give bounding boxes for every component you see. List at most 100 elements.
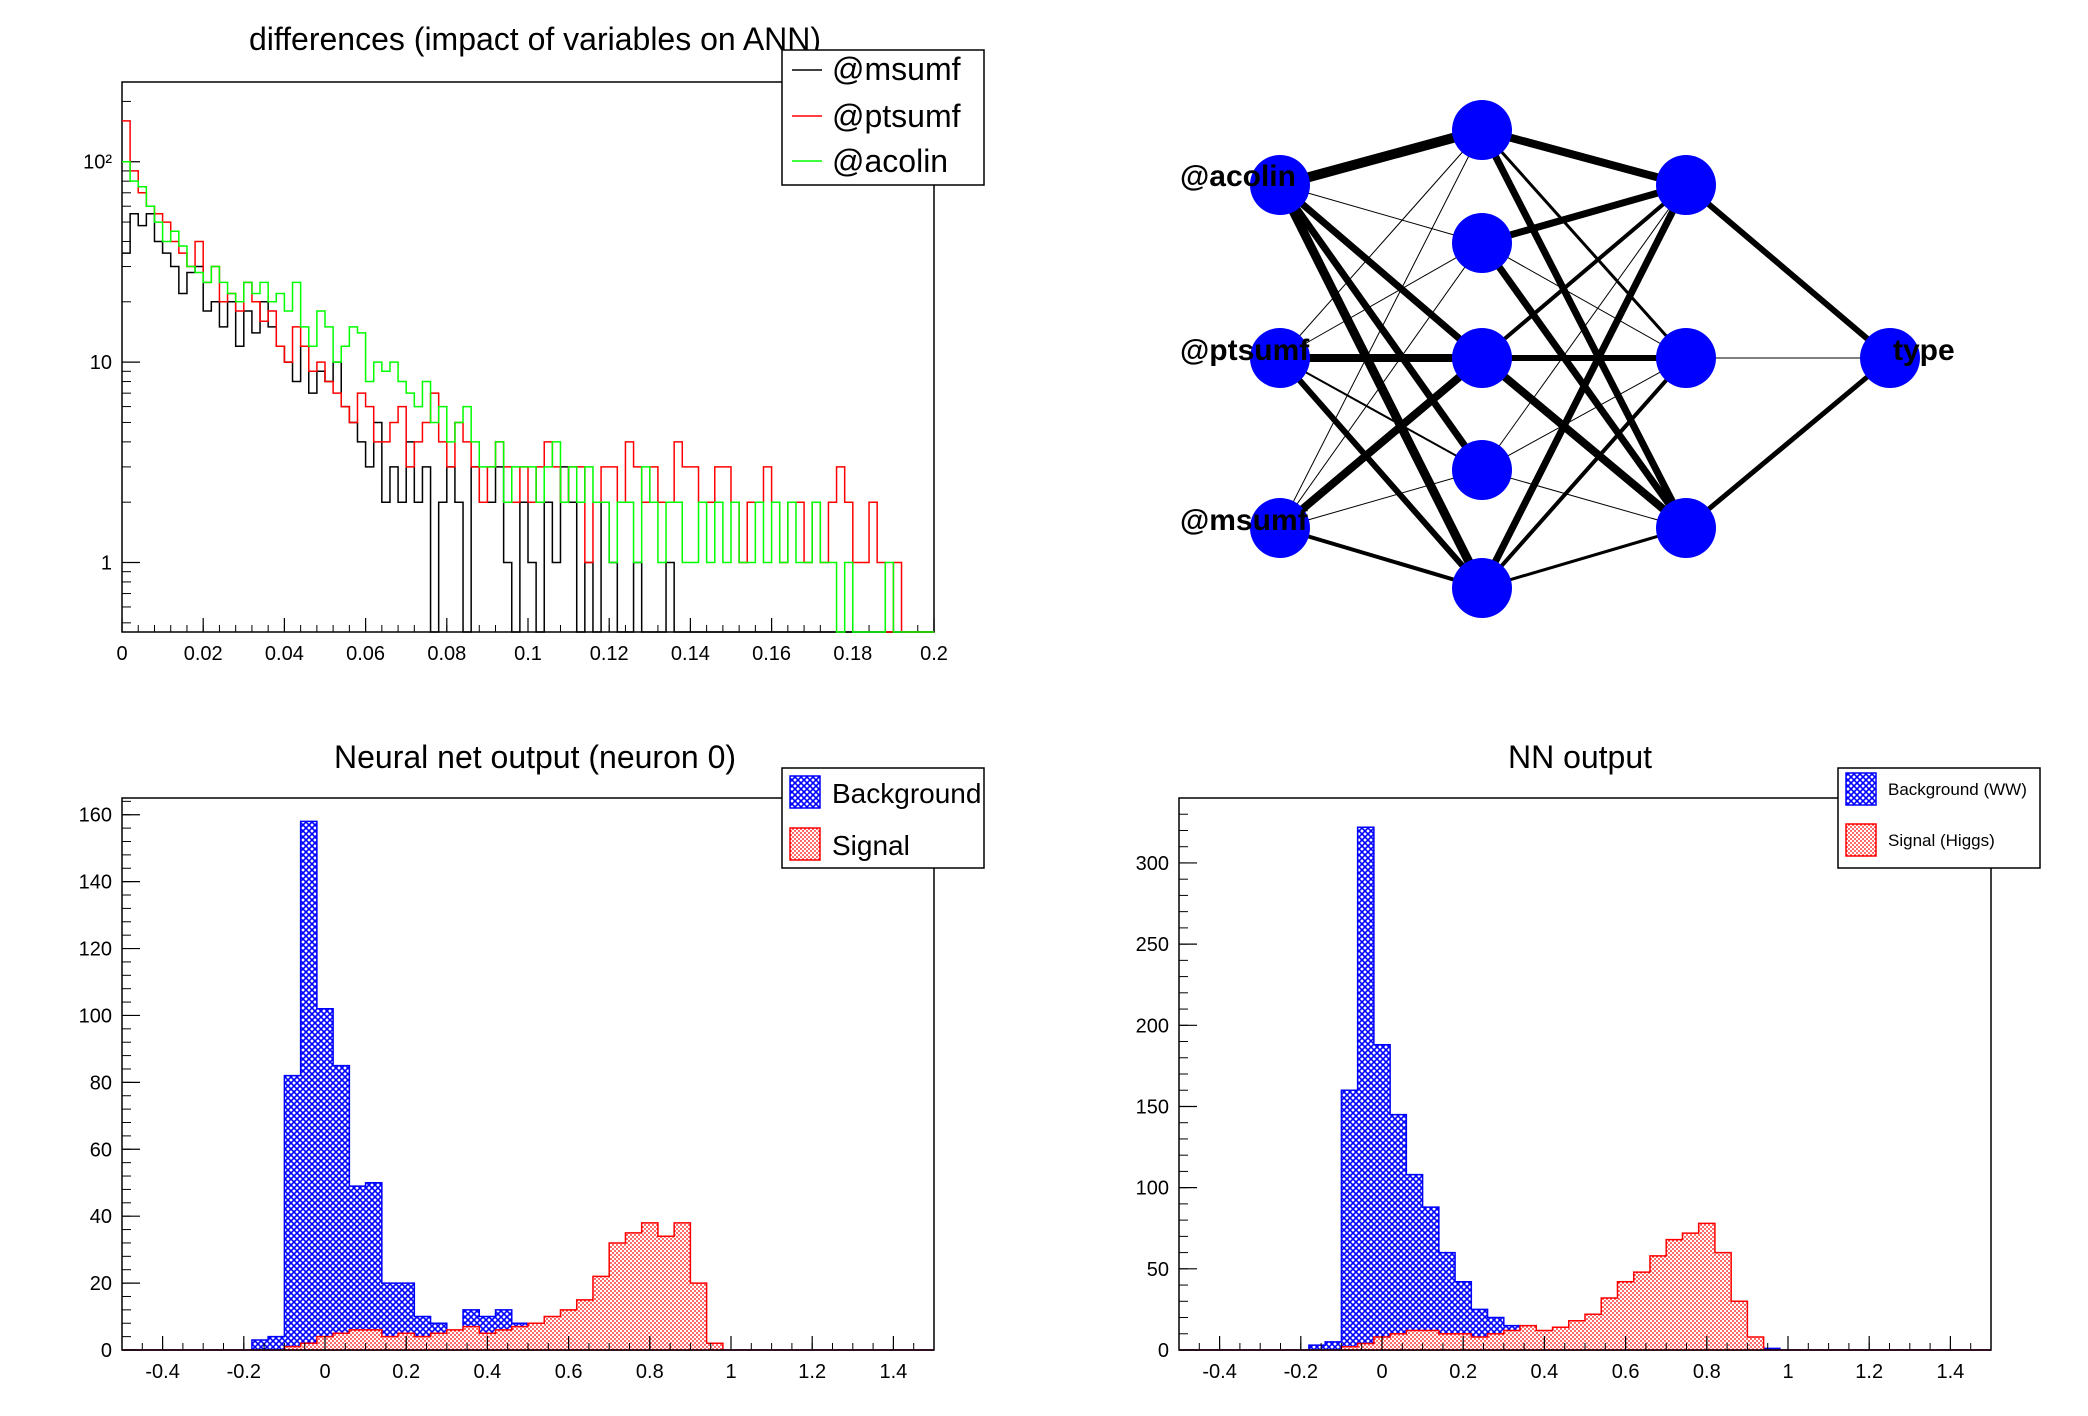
impact-x-tick-label: 0.12 (590, 643, 629, 665)
neuron0-y-tick-label: 20 (90, 1273, 112, 1295)
nnout-y-tick-label: 50 (1147, 1259, 1169, 1281)
network-edge (1277, 354, 1485, 532)
neuron0-x-tick-label: 1.4 (879, 1361, 907, 1383)
impact-chart-title: differences (impact of variables on ANN) (249, 21, 821, 57)
neuron0-series-1 (122, 1222, 934, 1351)
neuron0-y-tick-label: 100 (79, 1005, 112, 1027)
neuron0-bars (122, 820, 934, 1351)
network-node (1250, 155, 1310, 215)
nnout-x-tick-label: 0 (1376, 1361, 1387, 1383)
network-edge (1480, 356, 1688, 590)
nnout-chart-title: NN output (1508, 739, 1652, 775)
nnout-axes: -0.4 -0.2 0 0.2 0.4 0.6 0.8 1 1.2 1.4 0 50 100 150 200… (1136, 797, 1992, 1383)
network-node (1860, 328, 1920, 388)
neuron0-y-tick-label: 40 (90, 1206, 112, 1228)
nnout-legend-signal: Signal (Higgs) (1888, 831, 1995, 850)
impact-series-acolin (122, 160, 934, 633)
impact-x-tick-label: 0.04 (265, 643, 304, 665)
neuron0-y-tick-label: 120 (79, 939, 112, 961)
neuron0-y-tick-label: 80 (90, 1072, 112, 1094)
network-node (1452, 558, 1512, 618)
network-nodes (1250, 100, 1920, 618)
neuron0-plot-frame (121, 797, 935, 1351)
nnout-legend-swatch-background (1845, 772, 1877, 806)
nnout-legend-swatch-signal (1845, 823, 1877, 857)
network-node (1452, 440, 1512, 500)
network-edge (1279, 469, 1483, 529)
impact-legend: @msumf @ptsumf @acolin (781, 49, 985, 186)
network-edge (1279, 242, 1483, 359)
impact-chart: differences (impact of variables on ANN)… (83, 21, 985, 665)
neuron0-legend-background: Background (832, 778, 981, 809)
input-label-acolin: @acolin (1180, 160, 1296, 193)
neuron0-axes: -0.4 -0.2 0 0.2 0.4 0.6 0.8 1 1.2 1.4 0 20 40 60 80 100… (79, 800, 935, 1383)
neuron0-legend-signal: Signal (832, 830, 910, 861)
network-edge (1278, 125, 1484, 190)
network-edge (1277, 182, 1485, 361)
impact-legend-ptsumf: @ptsumf (832, 98, 961, 134)
neuron0-x-tick-label: 1 (725, 1361, 736, 1383)
network-edge (1481, 526, 1687, 590)
impact-x-tick-label: 0.18 (833, 643, 872, 665)
impact-series-msumf (122, 213, 934, 633)
network-edge (1481, 242, 1687, 359)
network-edge (1478, 183, 1690, 590)
neuron0-legend: Background Signal (781, 767, 985, 869)
neuron0-y-tick-label: 140 (79, 872, 112, 894)
nnout-x-tick-label: 0.6 (1612, 1361, 1640, 1383)
network-edge (1279, 357, 1483, 471)
network-edge (1480, 126, 1688, 189)
impact-x-tick-label: 0.14 (671, 643, 710, 665)
network-node (1656, 155, 1716, 215)
network-edge (1478, 128, 1690, 530)
network-node (1250, 498, 1310, 558)
impact-x-tick-label: 0.2 (920, 643, 948, 665)
impact-x-tick-label: 0.1 (514, 643, 542, 665)
nnout-x-tick-label: 1 (1782, 1361, 1793, 1383)
network-node (1656, 498, 1716, 558)
nnout-series-1 (1179, 1222, 1991, 1351)
network-edge (1480, 128, 1688, 360)
output-label-type: type (1893, 334, 1955, 367)
impact-x-tick-label: 0 (116, 643, 127, 665)
nnout-legend: Background (WW) Signal (Higgs) (1837, 767, 2041, 869)
neuron0-legend-swatch-background (789, 775, 821, 809)
network-edge (1684, 356, 1892, 530)
impact-series (122, 120, 934, 633)
network-node (1452, 100, 1512, 160)
nnout-y-tick-label: 0 (1158, 1340, 1169, 1362)
nnout-x-tick-label: 1.4 (1936, 1361, 1964, 1383)
network-edge (1277, 182, 1485, 473)
neuron0-x-tick-label: -0.2 (227, 1361, 261, 1383)
neuron0-y-tick-label: 160 (79, 805, 112, 827)
network-edge (1277, 356, 1485, 590)
neuron0-x-tick-label: 0 (319, 1361, 330, 1383)
neuron0-x-tick-label: 0.4 (473, 1361, 501, 1383)
neuron0-x-tick-label: 0.8 (636, 1361, 664, 1383)
network-edge (1480, 183, 1688, 360)
nnout-y-tick-label: 200 (1136, 1015, 1169, 1037)
impact-y-tick-label: 10 (90, 352, 112, 374)
nnout-x-tick-label: 0.8 (1693, 1361, 1721, 1383)
neuron0-legend-swatch-signal (789, 827, 821, 861)
nnout-series-0 (1179, 826, 1991, 1351)
impact-x-tick-label: 0.02 (184, 643, 223, 665)
nnout-x-tick-label: 1.2 (1855, 1361, 1883, 1383)
impact-legend-box (781, 49, 985, 186)
network-node (1452, 213, 1512, 273)
nnout-y-tick-label: 300 (1136, 853, 1169, 875)
nnout-x-tick-label: 0.2 (1449, 1361, 1477, 1383)
neuron0-y-tick-label: 60 (90, 1139, 112, 1161)
network-edge (1279, 184, 1483, 244)
nnout-y-tick-label: 150 (1136, 1096, 1169, 1118)
network-edge (1481, 357, 1687, 471)
neuron0-x-tick-label: 0.2 (392, 1361, 420, 1383)
nnout-x-tick-label: 0.4 (1530, 1361, 1558, 1383)
neuron0-chart: Neural net output (neuron 0) -0.4 -0.2 0 0.… (79, 739, 985, 1383)
input-label-msumf: @msumf (1180, 504, 1309, 537)
network-edge (1279, 129, 1483, 359)
neuron0-x-tick-label: 0.6 (555, 1361, 583, 1383)
impact-axes: 0 0.02 0.04 0.06 0.08 0.1 0.12 0.14 0.16 0.18 0.2 1… (83, 100, 948, 665)
impact-x-tick-label: 0.16 (752, 643, 791, 665)
